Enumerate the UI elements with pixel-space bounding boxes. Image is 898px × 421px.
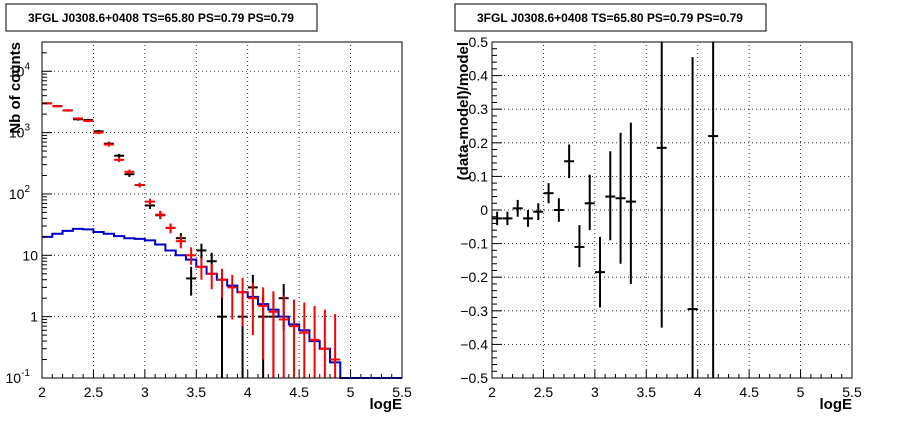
residual-x-tick-label: 4.5 — [739, 384, 759, 400]
counts-plot-area — [42, 102, 402, 379]
counts-x-axis-label: logE — [370, 396, 403, 413]
residual-x-tick-label: 3 — [591, 384, 599, 400]
residual-y-tick-label: 0.4 — [469, 68, 489, 84]
residual-y-tick-label: 0.3 — [469, 101, 489, 117]
counts-x-tick-label: 4 — [244, 384, 252, 400]
residual-axis-ticks: 2 2.5 3 3.5 4 4.5 5 5.5 −0.5 −0.4 −0.3 −0.2 −0.1 0 0.1… — [460, 34, 862, 400]
counts-title-box — [5, 3, 318, 32]
residual-title-box — [454, 3, 767, 32]
residual-y-axis-label: (data-model)/model — [455, 42, 472, 180]
counts-panel: 3FGL J0308.6+0408 TS=65.80 PS=0.79 PS=0.… — [5, 3, 412, 413]
residual-x-axis-label: logE — [820, 396, 853, 413]
residual-grid — [491, 41, 853, 379]
counts-x-tick-label: 2.5 — [84, 384, 104, 400]
residual-x-tick-label: 4 — [694, 384, 702, 400]
counts-y-tick-label: 102 — [9, 184, 31, 202]
residual-x-tick-label: 5.5 — [842, 384, 862, 400]
counts-x-tick-label: 5.5 — [392, 384, 412, 400]
residual-x-tick-label: 5 — [797, 384, 805, 400]
counts-x-tick-label: 3 — [141, 384, 149, 400]
residual-y-tick-label: −0.1 — [460, 236, 488, 252]
counts-y-axis-label: Nb of counts — [7, 42, 24, 134]
counts-y-tick-label: 10-1 — [6, 368, 31, 386]
counts-frame — [41, 41, 403, 379]
counts-y-tick-label: 1 — [30, 309, 38, 325]
residual-y-tick-label: 0.1 — [469, 168, 489, 184]
counts-x-tick-label: 2 — [38, 384, 46, 400]
residual-x-tick-label: 2 — [488, 384, 496, 400]
residual-plot-area — [492, 42, 719, 378]
counts-x-tick-label: 5 — [347, 384, 355, 400]
counts-y-tick-label: 103 — [9, 123, 31, 141]
residual-x-tick-label: 3.5 — [637, 384, 657, 400]
counts-x-tick-label: 3.5 — [187, 384, 207, 400]
residual-y-tick-label: 0.5 — [469, 34, 489, 50]
counts-model-histogram — [42, 227, 402, 379]
residual-y-tick-label: −0.5 — [460, 370, 488, 386]
counts-x-tick-label: 4.5 — [289, 384, 309, 400]
residual-panel: 3FGL J0308.6+0408 TS=65.80 PS=0.79 PS=0.… — [454, 3, 862, 413]
residual-y-tick-label: 0 — [480, 202, 488, 218]
counts-title: 3FGL J0308.6+0408 TS=65.80 PS=0.79 PS=0.… — [28, 11, 294, 25]
residual-y-tick-label: −0.2 — [460, 269, 488, 285]
residual-title: 3FGL J0308.6+0408 TS=65.80 PS=0.79 PS=0.… — [477, 11, 743, 25]
residual-y-tick-label: −0.3 — [460, 303, 488, 319]
counts-y-tick-label: 104 — [9, 61, 31, 79]
residual-x-tick-label: 2.5 — [534, 384, 554, 400]
residual-y-tick-label: −0.4 — [460, 336, 488, 352]
counts-y-tick-label: 10 — [22, 247, 38, 263]
residual-y-tick-label: 0.2 — [469, 135, 489, 151]
counts-axis-ticks: 2 2.5 3 3.5 4 4.5 5 5.5 10-1 1 10 102 103 104 — [6, 41, 412, 400]
